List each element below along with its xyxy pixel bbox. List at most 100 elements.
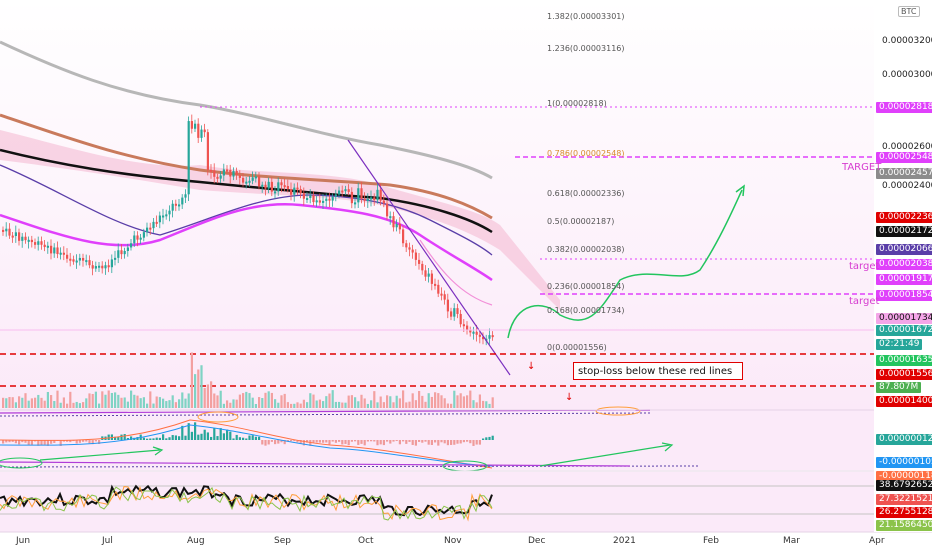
volume-bar — [27, 400, 30, 408]
price-axis-label: 0.00000012 — [876, 434, 932, 445]
candle — [299, 189, 302, 194]
time-label: Aug — [187, 536, 205, 546]
volume-bar — [219, 390, 222, 408]
candle — [146, 227, 149, 233]
macd-bar — [222, 433, 225, 440]
volume-bar — [117, 394, 120, 408]
candle — [152, 221, 155, 229]
macd-bar — [290, 440, 293, 442]
candle — [94, 266, 97, 269]
volume-bar — [181, 392, 184, 408]
volume-bar — [363, 398, 366, 408]
macd-bar — [392, 440, 395, 442]
macd-bar — [315, 440, 318, 443]
candle — [270, 181, 273, 192]
macd-bar — [226, 429, 229, 440]
axis-tick: 0.00003200 — [882, 36, 932, 46]
volume-bar — [210, 381, 213, 408]
candle — [130, 243, 133, 248]
macd-bar — [197, 434, 200, 440]
macd-bar — [88, 440, 91, 444]
macd-bar — [165, 438, 168, 440]
macd-bar — [280, 440, 283, 443]
fib-label: 1(0.00002818) — [547, 99, 607, 108]
candle — [181, 197, 184, 205]
volume-bar — [482, 400, 485, 408]
fib-label: 0(0.00001556) — [547, 343, 607, 352]
volume-bar — [130, 390, 133, 408]
macd-bar — [424, 440, 427, 442]
candle — [251, 177, 254, 181]
candle — [302, 193, 305, 199]
macd-bar — [286, 440, 289, 442]
candle — [322, 200, 325, 203]
rsi-green-line — [0, 486, 493, 521]
candle — [395, 223, 398, 228]
volume-bar — [242, 393, 245, 408]
candle — [398, 223, 401, 230]
macd-bar — [162, 434, 165, 440]
macd-bar — [2, 440, 5, 444]
volume-bar — [398, 398, 401, 408]
candle — [11, 235, 14, 238]
macd-bar — [274, 440, 277, 445]
price-axis-label: 0.00002236 — [876, 212, 932, 223]
macd-bar — [82, 440, 85, 442]
ma-brown-line — [0, 113, 493, 220]
candle — [414, 252, 417, 260]
candle — [37, 241, 40, 245]
candle — [370, 197, 373, 200]
volume-bar — [322, 401, 325, 408]
macd-bar — [200, 433, 203, 440]
volume-bar — [254, 403, 257, 408]
volume-bar — [21, 397, 24, 408]
volume-bar — [162, 398, 165, 408]
macd-bar — [107, 434, 110, 440]
volume-bar — [88, 393, 91, 408]
volume-bar — [43, 400, 46, 408]
volume-bar — [258, 397, 261, 408]
macd-bar — [40, 440, 43, 446]
candle — [386, 203, 389, 217]
macd-bar — [370, 440, 373, 442]
volume-bar — [382, 402, 385, 408]
macd-bar — [5, 440, 8, 443]
price-axis-label: -0.00000105 — [876, 457, 932, 468]
candle — [366, 199, 369, 202]
volume-bar — [402, 390, 405, 408]
macd-bar — [421, 440, 424, 443]
macd-bar — [232, 438, 235, 440]
volume-bar — [466, 395, 469, 408]
candle — [126, 247, 129, 251]
volume-bar — [312, 394, 315, 408]
candle — [229, 169, 232, 177]
candle — [82, 257, 85, 261]
macd-bar — [168, 437, 171, 440]
volume-bar — [354, 397, 357, 408]
volume-bar — [251, 397, 254, 408]
candle — [56, 247, 59, 255]
macd-bar — [238, 437, 241, 440]
macd-bar — [459, 440, 462, 444]
macd-bar — [184, 435, 187, 440]
macd-bar — [123, 434, 126, 440]
volume-bar — [101, 391, 104, 408]
candle — [174, 203, 177, 206]
volume-bar — [18, 396, 21, 408]
candle — [72, 259, 75, 262]
volume-bar — [386, 395, 389, 408]
volume-bar — [306, 402, 309, 408]
volume-bar — [229, 402, 232, 408]
macd-bar — [235, 434, 238, 440]
volume-bar — [34, 397, 37, 408]
candle — [190, 121, 193, 129]
macd-bar — [270, 440, 273, 442]
candle — [245, 181, 248, 184]
candle — [139, 237, 142, 240]
volume-bar — [139, 398, 142, 408]
macd-bar — [267, 440, 270, 445]
volume-bar — [91, 393, 94, 408]
candle — [325, 198, 328, 201]
time-label: Mar — [783, 536, 800, 546]
